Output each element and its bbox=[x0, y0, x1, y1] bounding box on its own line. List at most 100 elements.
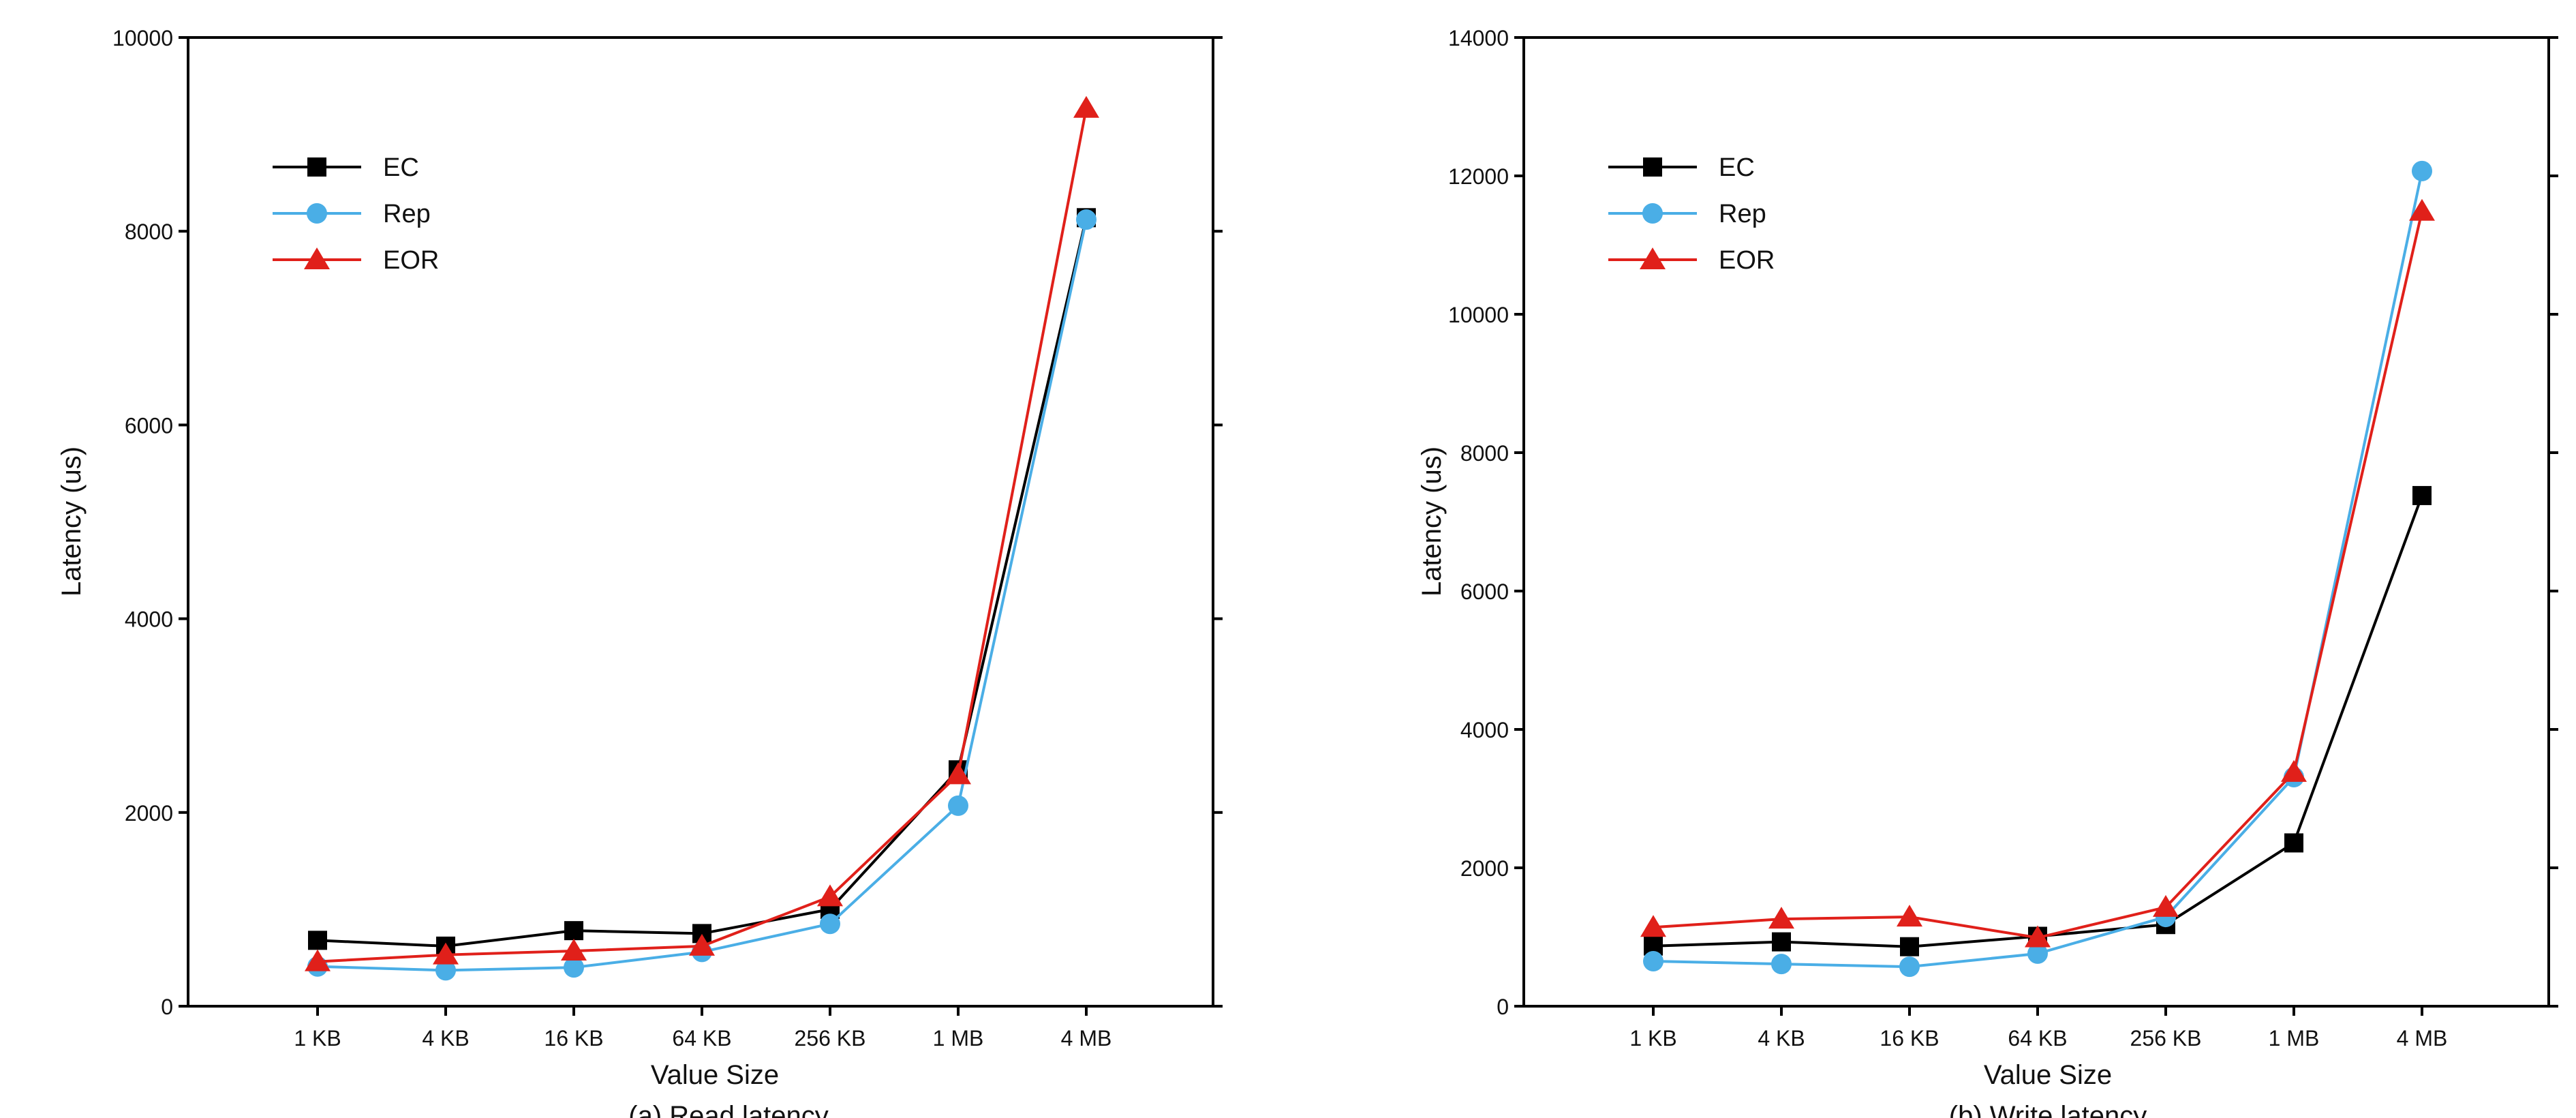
y-tick-label: 8000 bbox=[125, 220, 173, 244]
data-point-eor bbox=[1897, 905, 1922, 927]
data-point-ec bbox=[1900, 937, 1919, 956]
series-line-rep bbox=[317, 219, 1088, 972]
series-eor bbox=[1640, 198, 2435, 948]
data-point-rep bbox=[1076, 209, 1097, 230]
x-tick-label: 4 KB bbox=[1758, 1026, 1805, 1051]
data-point-eor bbox=[945, 762, 971, 785]
data-point-eor bbox=[2281, 759, 2307, 782]
data-point-eor bbox=[1640, 915, 1666, 937]
y-axis-label: Latency (us) bbox=[1417, 447, 1447, 596]
y-axis: 0 2000 4000 6000 8000 10000 bbox=[112, 26, 1223, 1019]
legend-item-rep: Rep bbox=[273, 200, 431, 228]
x-tick-label: 1 KB bbox=[1629, 1026, 1676, 1051]
legend-label: EOR bbox=[1719, 246, 1775, 275]
legend-item-eor: EOR bbox=[1608, 246, 1775, 275]
data-point-ec bbox=[2284, 833, 2303, 853]
legend-label: EC bbox=[1719, 153, 1755, 182]
series-line-eor bbox=[317, 108, 1088, 963]
series-line-ec bbox=[317, 217, 1088, 948]
y-tick-label: 4000 bbox=[1460, 718, 1509, 742]
legend-label: Rep bbox=[1719, 200, 1766, 228]
x-tick-label: 4 MB bbox=[1061, 1026, 1112, 1051]
data-point-rep bbox=[948, 795, 968, 816]
series-layer bbox=[1640, 160, 2435, 978]
x-axis-label: Value Size bbox=[1984, 1060, 2112, 1090]
series-layer bbox=[305, 95, 1099, 981]
series-ec bbox=[308, 208, 1096, 956]
legend-item-ec: EC bbox=[1608, 153, 1755, 182]
data-point-eor bbox=[561, 939, 587, 961]
x-tick-label: 4 KB bbox=[422, 1026, 469, 1051]
data-point-eor bbox=[1073, 95, 1099, 118]
data-point-ec bbox=[1772, 932, 1791, 952]
data-point-eor bbox=[2153, 894, 2179, 917]
data-point-rep bbox=[820, 913, 840, 935]
data-point-ec bbox=[2412, 485, 2432, 505]
legend-label: EC bbox=[383, 153, 419, 182]
x-tick-label: 16 KB bbox=[1880, 1026, 1939, 1051]
y-tick-label: 10000 bbox=[1448, 303, 1509, 327]
legend-marker bbox=[1640, 247, 1666, 269]
legend-marker bbox=[307, 203, 327, 224]
data-point-rep bbox=[1771, 954, 1792, 975]
plot-frame bbox=[1522, 36, 2550, 1008]
x-axis: 1 KB 4 KB 16 KB 64 KB 256 KB 1 MB 4 MB bbox=[1629, 1006, 2447, 1051]
data-point-ec bbox=[564, 921, 583, 941]
x-tick-label: 64 KB bbox=[2008, 1026, 2067, 1051]
y-axis-label: Latency (us) bbox=[57, 447, 87, 596]
data-point-eor bbox=[1768, 907, 1794, 929]
write-latency-chart: 0 2000 4000 6000 8000 10000 12000 14000 1 KB 4 K… bbox=[1417, 26, 2558, 1118]
series-line-eor bbox=[1653, 211, 2423, 939]
data-point-eor bbox=[433, 942, 459, 965]
data-point-rep bbox=[1643, 951, 1663, 972]
y-tick-label: 0 bbox=[161, 995, 173, 1019]
data-point-eor bbox=[817, 884, 843, 907]
y-tick-label: 6000 bbox=[125, 413, 173, 438]
legend: EC Rep EOR bbox=[273, 153, 439, 275]
series-rep bbox=[307, 209, 1097, 981]
chart-caption: (a) Read latency bbox=[628, 1101, 828, 1118]
legend-label: EOR bbox=[383, 246, 439, 275]
legend-item-eor: EOR bbox=[273, 246, 439, 275]
series-line-rep bbox=[1653, 170, 2423, 969]
legend-marker bbox=[1643, 157, 1662, 177]
series-rep bbox=[1643, 160, 2432, 978]
y-tick-label: 12000 bbox=[1448, 164, 1509, 189]
legend-marker bbox=[1642, 203, 1663, 224]
plot-frame bbox=[187, 36, 1214, 1008]
x-tick-label: 256 KB bbox=[2130, 1026, 2202, 1051]
y-tick-label: 14000 bbox=[1448, 26, 1509, 50]
data-point-rep bbox=[1899, 956, 1920, 978]
data-point-rep bbox=[564, 957, 584, 978]
x-tick-label: 4 MB bbox=[2397, 1026, 2448, 1051]
y-tick-label: 2000 bbox=[125, 801, 173, 826]
y-tick-label: 2000 bbox=[1460, 856, 1509, 881]
y-tick-label: 6000 bbox=[1460, 579, 1509, 604]
legend-marker bbox=[307, 157, 326, 177]
chart-caption: (b) Write latency bbox=[1949, 1101, 2147, 1118]
series-ec bbox=[1644, 485, 2432, 956]
data-point-eor bbox=[689, 933, 715, 956]
series-eor bbox=[305, 95, 1099, 971]
legend-label: Rep bbox=[383, 200, 431, 228]
read-latency-chart: 0 2000 4000 6000 8000 10000 1 KB 4 KB 16 KB 64 K… bbox=[57, 26, 1223, 1118]
data-point-eor bbox=[305, 949, 331, 971]
data-point-ec bbox=[308, 931, 327, 950]
x-tick-label: 1 MB bbox=[2269, 1026, 2320, 1051]
data-point-eor bbox=[2025, 925, 2051, 948]
legend-item-rep: Rep bbox=[1608, 200, 1766, 228]
data-point-rep bbox=[2027, 943, 2048, 964]
x-axis: 1 KB 4 KB 16 KB 64 KB 256 KB 1 MB 4 MB bbox=[294, 1006, 1111, 1051]
x-tick-label: 16 KB bbox=[544, 1026, 603, 1051]
y-tick-label: 4000 bbox=[125, 607, 173, 632]
legend: EC Rep EOR bbox=[1608, 153, 1775, 275]
data-point-rep bbox=[2412, 160, 2432, 181]
x-tick-label: 256 KB bbox=[795, 1026, 866, 1051]
y-axis: 0 2000 4000 6000 8000 10000 12000 14000 bbox=[1448, 26, 2558, 1019]
y-tick-label: 8000 bbox=[1460, 441, 1509, 466]
y-tick-label: 0 bbox=[1497, 995, 1509, 1019]
data-point-rep bbox=[435, 960, 456, 981]
x-tick-label: 1 KB bbox=[294, 1026, 341, 1051]
x-axis-label: Value Size bbox=[651, 1060, 779, 1090]
